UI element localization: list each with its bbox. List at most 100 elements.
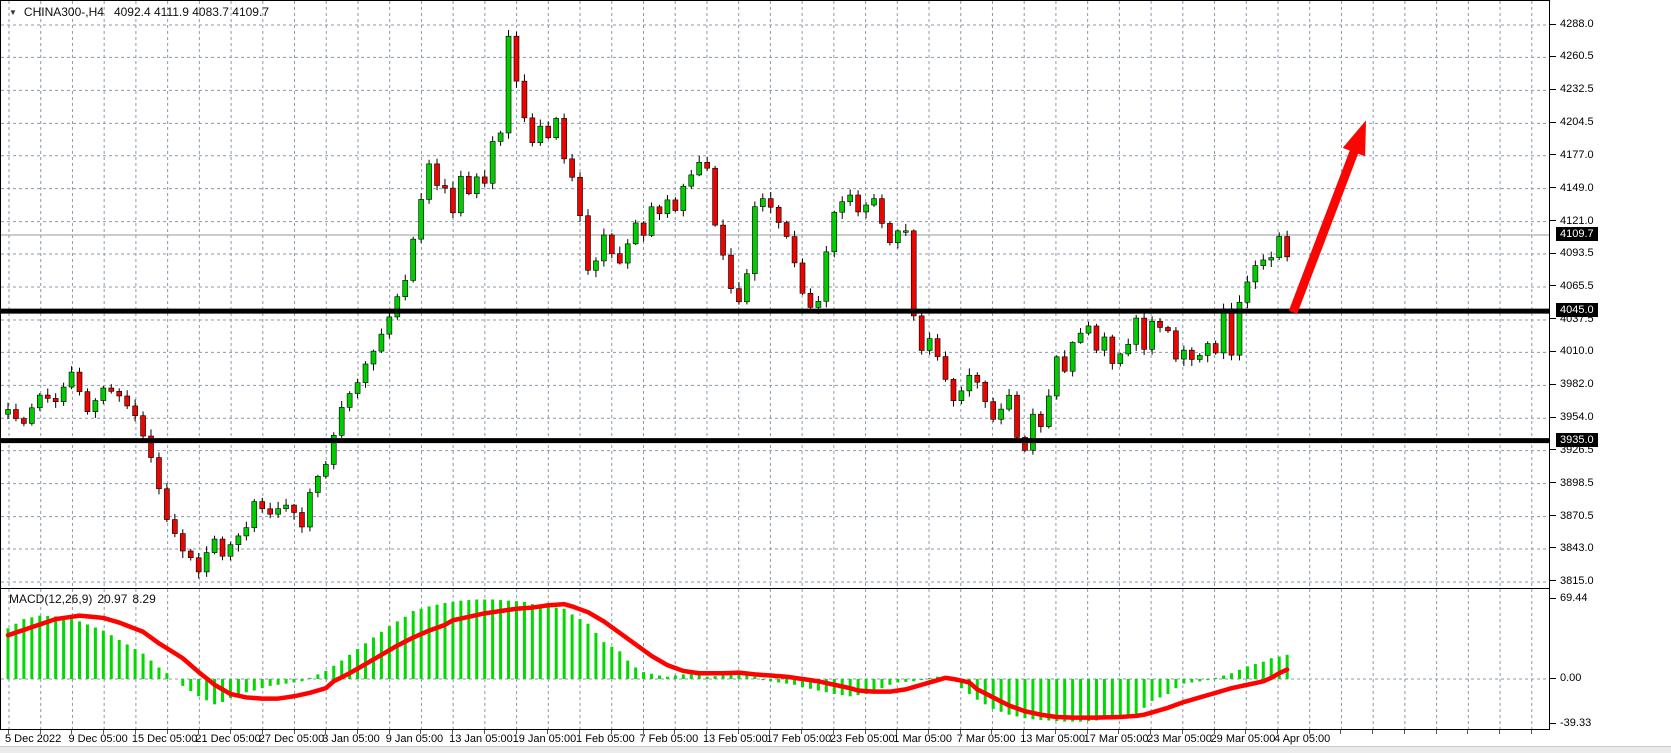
time-axis-tick xyxy=(547,730,549,734)
axis-tick xyxy=(1550,580,1556,582)
time-axis-tick xyxy=(991,730,993,734)
time-axis-label: 15 Dec 05:00 xyxy=(131,733,198,745)
price-axis-label: 4232.5 xyxy=(1550,83,1594,96)
macd-indicator-label: MACD(12,26,9) 20.97 8.29 xyxy=(9,592,161,606)
time-axis-label: 29 Mar 05:00 xyxy=(1210,733,1276,745)
time-axis-tick xyxy=(325,730,327,734)
macd-panel[interactable]: MACD(12,26,9) 20.97 8.29 xyxy=(0,588,1550,730)
candles xyxy=(5,30,1290,579)
time-axis-label: 7 Feb 05:00 xyxy=(639,733,699,745)
axis-tick xyxy=(1550,383,1556,385)
time-axis-tick xyxy=(642,730,644,734)
time-axis-tick xyxy=(103,730,105,734)
trend-arrow-head[interactable] xyxy=(1342,120,1366,157)
time-axis-label: 21 Dec 05:00 xyxy=(195,733,261,745)
price-axis-label: 4288.0 xyxy=(1550,18,1594,31)
axis-tick xyxy=(1550,285,1556,287)
time-axis-label: 4 Apr 05:00 xyxy=(1274,733,1331,745)
time-axis-tick xyxy=(452,730,454,734)
trend-arrow-shaft[interactable] xyxy=(1288,143,1361,314)
time-axis-tick xyxy=(832,730,834,734)
level-price-badge[interactable]: 3935.0 xyxy=(1556,432,1598,447)
time-axis-tick xyxy=(71,730,73,734)
axis-tick xyxy=(1550,121,1556,123)
time-axis-label: 5 Dec 2022 xyxy=(5,733,62,745)
time-axis-tick xyxy=(198,730,200,734)
price-axis[interactable]: 4288.0 4260.5 4232.5 4204.5 4177.0 4149.0 4121… xyxy=(1549,0,1671,745)
time-axis-label: 1 Mar 05:00 xyxy=(893,733,952,745)
price-axis-label: 4121.0 xyxy=(1550,214,1594,227)
price-axis-label: 4093.5 xyxy=(1550,247,1594,260)
price-axis-label: 3954.0 xyxy=(1550,411,1594,424)
time-axis-tick xyxy=(1086,730,1088,734)
time-axis-tick xyxy=(1499,730,1501,734)
macd-histogram xyxy=(6,599,1289,722)
price-axis-label: 4260.5 xyxy=(1550,50,1594,63)
time-axis-tick xyxy=(1403,730,1405,734)
time-axis-tick xyxy=(864,730,866,734)
time-axis-tick xyxy=(356,730,358,734)
time-axis-tick xyxy=(1530,730,1532,734)
price-axis-label: 3898.5 xyxy=(1550,476,1594,489)
time-axis-tick xyxy=(388,730,390,734)
time-axis-label: 13 Mar 05:00 xyxy=(1020,733,1086,745)
macd-canvas[interactable] xyxy=(1,589,1549,729)
price-chart-canvas[interactable] xyxy=(1,1,1549,588)
macd-axis-label: 69.44 xyxy=(1550,592,1588,605)
price-axis-label: 3870.5 xyxy=(1550,509,1594,522)
time-axis-tick xyxy=(420,730,422,734)
axis-tick xyxy=(1550,55,1556,57)
time-axis-label: 27 Dec 05:00 xyxy=(258,733,325,745)
price-chart-panel[interactable]: ▼ CHINA300-,H4 4092.4 4111.9 4083.7 4109.7 xyxy=(0,0,1550,589)
time-axis-label: 13 Jan 05:00 xyxy=(449,733,513,745)
time-axis-tick xyxy=(1372,730,1374,734)
time-axis-label: 19 Jan 05:00 xyxy=(512,733,577,745)
axis-tick xyxy=(1550,722,1556,724)
time-axis-tick xyxy=(134,730,136,734)
time-axis-label: 9 Dec 05:00 xyxy=(68,733,128,745)
chevron-down-icon[interactable]: ▼ xyxy=(9,8,17,17)
macd-axis-label: 0.00 xyxy=(1550,672,1581,685)
time-axis-label: 23 Mar 05:00 xyxy=(1147,733,1212,745)
price-axis-label: 4065.5 xyxy=(1550,279,1594,292)
ohlc-values: 4092.4 4111.9 4083.7 4109.7 xyxy=(113,5,269,19)
macd-name: MACD(12,26,9) xyxy=(9,592,93,606)
time-axis[interactable]: 5 Dec 2022 9 Dec 05:00 15 Dec 05:00 21 Dec … xyxy=(0,730,1671,746)
level-price-badge[interactable]: 4045.0 xyxy=(1556,303,1598,318)
axis-tick xyxy=(1550,187,1556,189)
time-axis-label: 17 Feb 05:00 xyxy=(766,733,832,745)
price-axis-label: 4177.0 xyxy=(1550,148,1594,161)
time-axis-tick xyxy=(737,730,739,734)
macd-signal-value: 8.29 xyxy=(132,592,156,606)
time-axis-tick xyxy=(1277,730,1278,734)
time-axis-tick xyxy=(959,730,961,734)
time-axis-tick xyxy=(1150,730,1152,734)
macd-signal-line xyxy=(5,601,1290,720)
chart-gridlines xyxy=(1,1,1549,588)
window-bottom-strip xyxy=(0,746,1671,753)
axis-tick xyxy=(1550,154,1556,156)
price-axis-label: 3815.0 xyxy=(1550,574,1594,587)
current-price-badge[interactable]: 4109.7 xyxy=(1556,226,1598,241)
time-axis-tick xyxy=(293,730,295,734)
axis-tick xyxy=(1550,252,1556,254)
axis-tick xyxy=(1550,23,1556,25)
time-axis-tick xyxy=(515,730,517,734)
time-axis-tick xyxy=(610,730,612,734)
axis-tick xyxy=(1550,220,1556,222)
price-axis-label: 3982.0 xyxy=(1550,378,1594,391)
axis-tick xyxy=(1550,597,1556,599)
time-axis-tick xyxy=(1023,730,1025,734)
axis-tick xyxy=(1550,350,1556,352)
time-axis-tick xyxy=(8,730,9,734)
macd-gridlines xyxy=(1,589,1549,729)
time-axis-tick xyxy=(705,730,707,734)
time-axis-label: 1 Feb 05:00 xyxy=(576,733,635,745)
time-axis-tick xyxy=(801,730,803,734)
macd-axis-label: -39.33 xyxy=(1550,717,1591,730)
time-axis-tick xyxy=(1435,730,1437,734)
time-axis-tick xyxy=(1467,730,1469,734)
time-axis-label: 7 Mar 05:00 xyxy=(956,733,1016,745)
time-axis-tick xyxy=(1118,730,1120,734)
